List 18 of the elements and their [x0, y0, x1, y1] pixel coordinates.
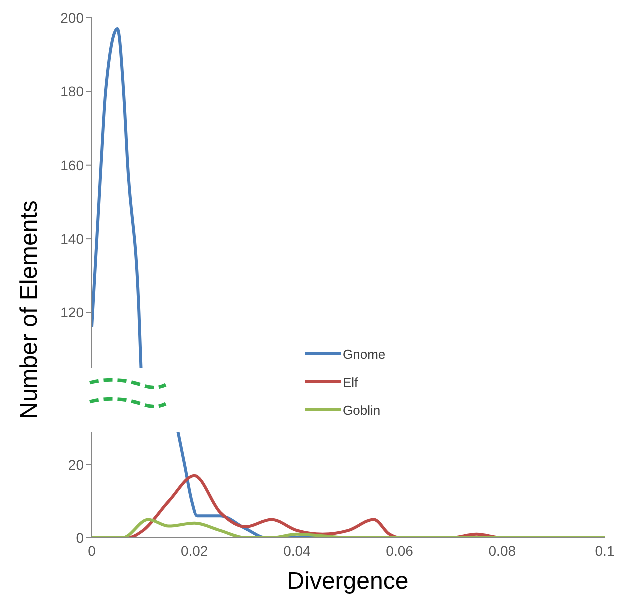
y-tick-label: 120: [60, 304, 84, 321]
legend-label: Goblin: [343, 402, 381, 418]
y-tick-label: 20: [68, 456, 84, 473]
x-tick-label: 0.06: [386, 542, 414, 559]
y-tick-label: 200: [60, 10, 84, 26]
y-axis-title: Number of Elements: [16, 200, 44, 420]
y-tick-label: 180: [60, 84, 84, 100]
x-tick-label: 0: [88, 542, 96, 559]
x-tick-label: 0.1: [595, 542, 615, 559]
y-tick-label: 0: [76, 530, 84, 546]
y-tick-label: 160: [60, 157, 84, 174]
x-axis-title: Divergence: [287, 568, 409, 596]
x-tick-label: 0.02: [180, 542, 208, 559]
x-tick-label: 0.04: [284, 542, 312, 559]
y-tick-label: 140: [60, 231, 84, 248]
legend-label: Gnome: [343, 346, 386, 362]
legend-label: Elf: [343, 374, 358, 390]
x-tick-label: 0.08: [488, 542, 516, 559]
